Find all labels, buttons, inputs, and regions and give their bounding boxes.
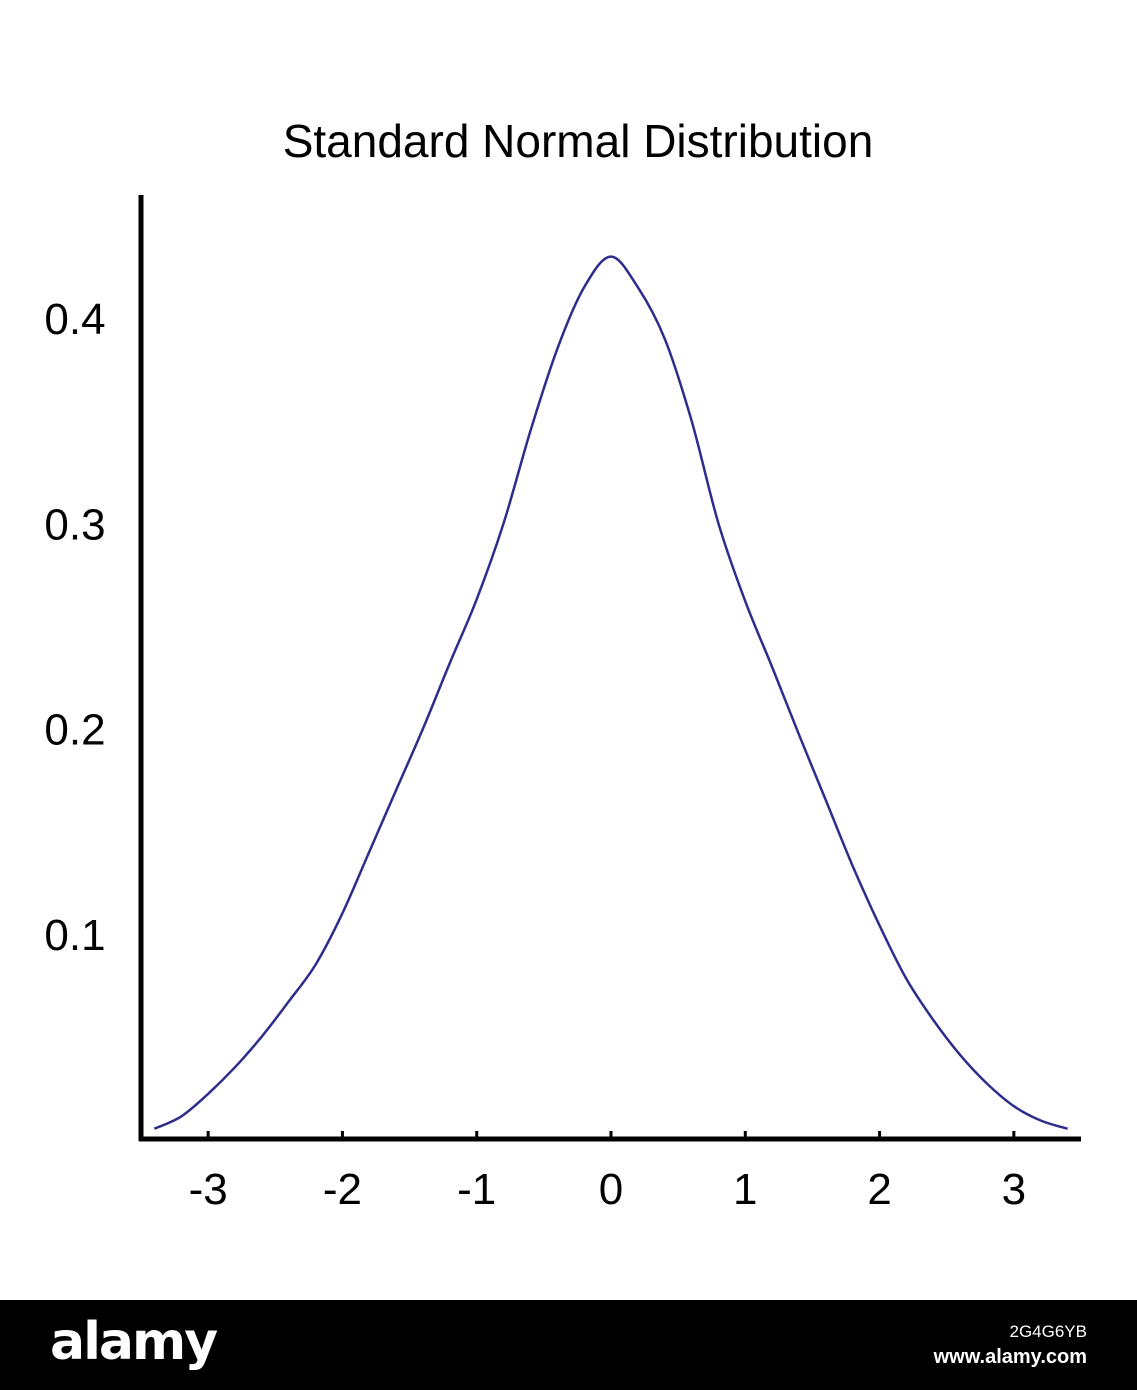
- watermark-logo: alamy: [50, 1312, 218, 1372]
- x-tick-label: -2: [323, 1165, 362, 1214]
- plot-area: [153, 255, 1068, 1130]
- watermark-bar: alamy 2G4G6YB www.alamy.com: [0, 1300, 1137, 1390]
- watermark-image-id: 2G4G6YB: [1009, 1322, 1088, 1341]
- series-line-0: [153, 255, 1068, 1130]
- watermark-site: www.alamy.com: [933, 1346, 1087, 1368]
- x-axis-ticks: -3 -2 -1 0 1 2 3: [189, 1131, 1026, 1214]
- y-tick-label: 0.1: [44, 911, 105, 960]
- y-tick-label: 0.2: [44, 706, 105, 755]
- x-tick-label: -1: [457, 1165, 496, 1214]
- y-tick-label: 0.4: [44, 295, 105, 344]
- x-tick-label: 0: [599, 1165, 623, 1214]
- chart-title: Standard Normal Distribution: [283, 115, 874, 167]
- y-tick-label: 0.3: [44, 500, 105, 549]
- chart: Standard Normal Distribution -3 -2 -1 0 1 2 3 …: [44, 115, 1081, 1214]
- x-tick-label: 2: [867, 1165, 891, 1214]
- y-axis-ticks: 0.1 0.2 0.3 0.4: [44, 295, 105, 960]
- x-tick-label: -3: [189, 1165, 228, 1214]
- x-tick-label: 1: [733, 1165, 757, 1214]
- x-tick-label: 3: [1002, 1165, 1026, 1214]
